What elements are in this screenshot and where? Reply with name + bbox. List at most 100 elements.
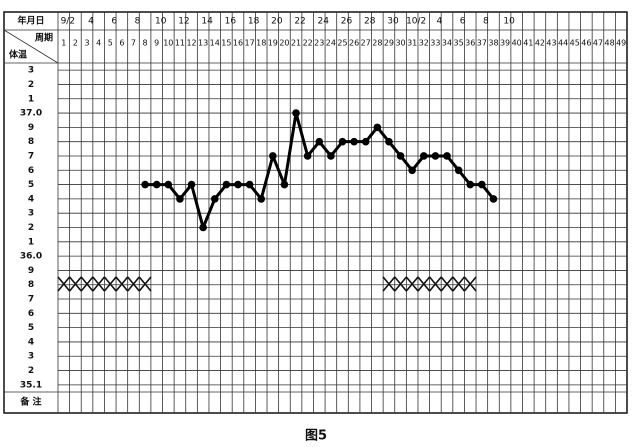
cross-marker (127, 276, 140, 292)
x-tick-label: 15 (221, 39, 231, 48)
frame (3, 11, 628, 414)
data-point (257, 195, 266, 203)
data-point (187, 180, 196, 189)
x-tick-label: 45 (570, 39, 580, 48)
y-tick-label: 37.0 (20, 109, 42, 119)
y-tick-label: 5 (28, 180, 34, 190)
y-tick-label: 4 (28, 337, 34, 347)
data-point (419, 152, 428, 160)
x-tick-label: 27 (361, 39, 371, 48)
x-tick-label: 20 (279, 39, 289, 48)
y-tick-label: 8 (28, 280, 34, 290)
x-tick-label: 40 (512, 39, 522, 48)
x-tick-label: 2 (73, 39, 78, 48)
y-tick-label: 3 (28, 209, 34, 219)
data-point (443, 152, 451, 160)
x-tick-label: 10 (163, 39, 173, 48)
data-point (269, 152, 277, 160)
date-label: 8 (483, 17, 489, 27)
x-tick-label: 14 (210, 39, 220, 48)
x-tick-label: 8 (143, 39, 148, 48)
x-tick-label: 18 (256, 39, 266, 48)
date-label: 6 (460, 17, 466, 27)
data-point (222, 180, 231, 189)
y-tick-label: 2 (28, 80, 34, 90)
x-axis-label: 周期 (35, 32, 53, 44)
y-tick-label: 1 (28, 94, 34, 104)
data-point (373, 123, 382, 132)
x-tick-label: 44 (558, 39, 568, 48)
x-tick-label: 47 (593, 39, 603, 48)
data-point (164, 180, 173, 189)
cross-marker (428, 276, 442, 292)
y-tick-label: 3 (28, 66, 34, 76)
x-tick-label: 26 (349, 39, 359, 48)
x-tick-label: 6 (119, 39, 124, 48)
cross-marker (115, 276, 129, 292)
x-tick-label: 23 (314, 39, 324, 48)
y-tick-label: 36.0 (20, 252, 42, 262)
cross-marker (138, 276, 152, 292)
date-label: 9/2 (61, 17, 75, 27)
x-tick-label: 29 (384, 39, 394, 48)
x-tick-label: 3 (84, 39, 89, 48)
cross-marker (57, 276, 71, 292)
y-tick-label: 2 (28, 223, 34, 233)
cross-marker (92, 276, 106, 292)
x-tick-label: 4 (96, 39, 101, 48)
y-axis-label: 体温 (9, 49, 27, 61)
data-point (466, 180, 475, 189)
date-label: 12 (178, 17, 189, 27)
data-point (327, 152, 335, 160)
data-point (234, 180, 242, 189)
notes-label: 备 注 (19, 396, 41, 408)
x-tick-label: 32 (419, 39, 429, 48)
x-tick-label: 25 (337, 39, 347, 48)
date-label: 10/2 (406, 17, 426, 27)
y-tick-label: 7 (28, 151, 34, 161)
x-tick-label: 24 (326, 39, 336, 48)
y-tick-label: 2 (28, 366, 34, 376)
x-tick-label: 9 (154, 39, 159, 48)
data-point (454, 166, 463, 175)
date-label: 4 (437, 17, 443, 27)
x-tick-label: 1 (61, 39, 66, 48)
x-tick-label: 33 (430, 39, 440, 48)
date-label: 22 (294, 17, 305, 27)
x-tick-label: 17 (245, 39, 255, 48)
y-tick-label: 6 (28, 166, 34, 176)
data-point (478, 180, 486, 189)
y-tick-label: 4 (28, 194, 34, 204)
x-tick-label: 22 (303, 39, 313, 48)
y-tick-label: 6 (28, 309, 34, 319)
x-tick-label: 5 (108, 39, 113, 48)
date-label: 10 (155, 17, 167, 27)
x-tick-label: 35 (454, 39, 464, 48)
cross-marker (417, 276, 431, 292)
y-tick-label: 7 (28, 295, 34, 305)
x-tick-label: 42 (535, 39, 545, 48)
cross-marker (68, 276, 82, 292)
y-tick-label: 1 (28, 237, 34, 247)
x-tick-label: 12 (186, 39, 196, 48)
x-tick-label: 41 (523, 39, 533, 48)
cross-marker (440, 276, 454, 292)
data-point (152, 180, 161, 189)
date-label: 30 (387, 17, 399, 27)
cross-marker (405, 276, 419, 292)
y-tick-label: 8 (28, 137, 34, 147)
date-label: 26 (341, 17, 353, 27)
data-point (141, 180, 149, 189)
y-tick-label: 5 (28, 323, 34, 333)
x-tick-label: 43 (546, 39, 556, 48)
cross-marker (394, 276, 407, 292)
x-tick-label: 11 (175, 39, 185, 48)
x-tick-label: 37 (477, 39, 487, 48)
data-point (431, 152, 440, 160)
y-tick-label: 3 (28, 352, 34, 362)
x-tick-label: 30 (395, 39, 405, 48)
date-label: 4 (88, 17, 94, 27)
x-tick-label: 19 (268, 39, 278, 48)
x-tick-label: 34 (442, 39, 452, 48)
